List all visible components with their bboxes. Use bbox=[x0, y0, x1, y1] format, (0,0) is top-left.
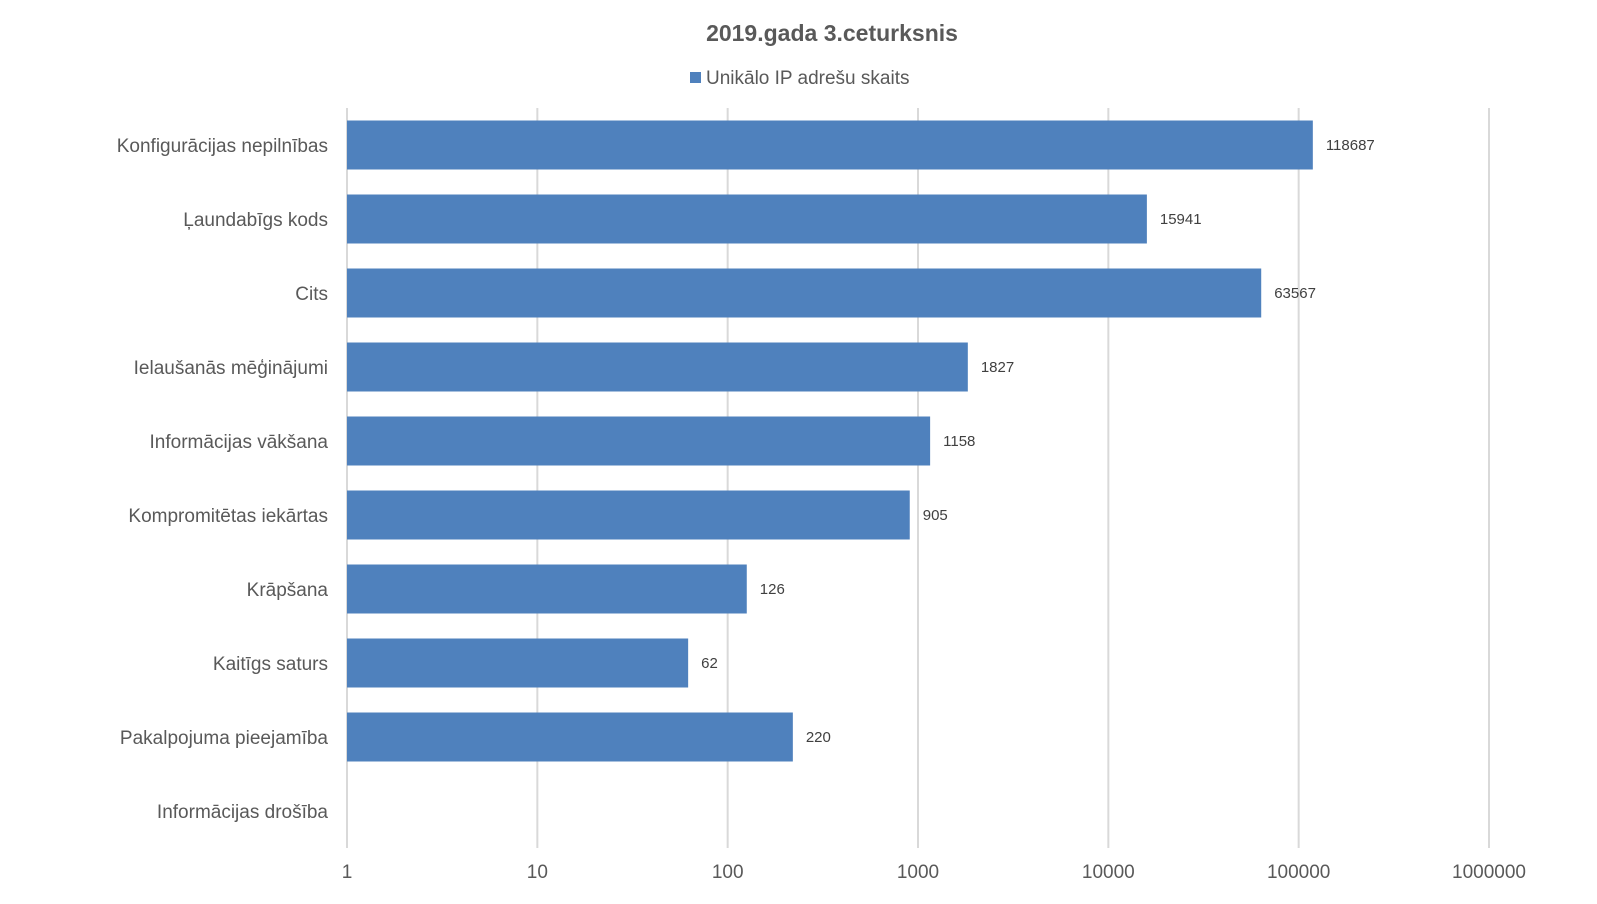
category-label: Ļaundabīgs kods bbox=[183, 210, 328, 231]
x-tick-label: 10 bbox=[527, 862, 548, 883]
data-label: 220 bbox=[806, 729, 831, 746]
category-label: Krāpšana bbox=[247, 580, 329, 601]
bar bbox=[347, 194, 1147, 244]
bar bbox=[347, 564, 747, 614]
category-label: Konfigurācijas nepilnības bbox=[117, 136, 328, 157]
legend: Unikālo IP adrešu skaits bbox=[690, 68, 909, 89]
data-label: 1158 bbox=[943, 433, 975, 450]
legend-label: Unikālo IP adrešu skaits bbox=[706, 68, 909, 89]
data-label: 62 bbox=[701, 655, 718, 672]
bar bbox=[347, 342, 968, 392]
category-label: Kompromitētas iekārtas bbox=[128, 506, 328, 527]
x-tick-label: 1 bbox=[342, 862, 353, 883]
x-tick-label: 1000 bbox=[897, 862, 939, 883]
bar bbox=[347, 712, 793, 762]
data-label: 15941 bbox=[1160, 211, 1202, 228]
data-label: 118687 bbox=[1326, 137, 1375, 154]
data-label: 905 bbox=[923, 507, 948, 524]
bar bbox=[347, 120, 1313, 170]
data-label: 126 bbox=[760, 581, 785, 598]
legend-swatch bbox=[690, 72, 701, 83]
bar bbox=[347, 416, 931, 466]
bar bbox=[347, 638, 689, 688]
label-layer: 1 10 100 1000 10000 100000 1000000 Konfigurācij… bbox=[117, 136, 1526, 883]
bar bbox=[347, 268, 1262, 318]
category-label: Informācijas vākšana bbox=[150, 432, 329, 453]
bar-layer bbox=[347, 120, 1313, 762]
category-label: Cits bbox=[295, 284, 328, 305]
category-label: Kaitīgs saturs bbox=[213, 654, 328, 675]
category-label: Pakalpojuma pieejamība bbox=[120, 728, 329, 749]
category-label: Informācijas drošība bbox=[157, 802, 329, 823]
data-label: 63567 bbox=[1274, 285, 1316, 302]
x-tick-label: 10000 bbox=[1082, 862, 1135, 883]
category-label: Ielaušanās mēģinājumi bbox=[134, 358, 328, 379]
chart-title: 2019.gada 3.ceturksnis bbox=[706, 20, 958, 46]
x-tick-label: 1000000 bbox=[1452, 862, 1526, 883]
x-tick-label: 100 bbox=[712, 862, 744, 883]
x-tick-label: 100000 bbox=[1267, 862, 1330, 883]
bar bbox=[347, 490, 910, 540]
data-label: 1827 bbox=[981, 359, 1014, 376]
